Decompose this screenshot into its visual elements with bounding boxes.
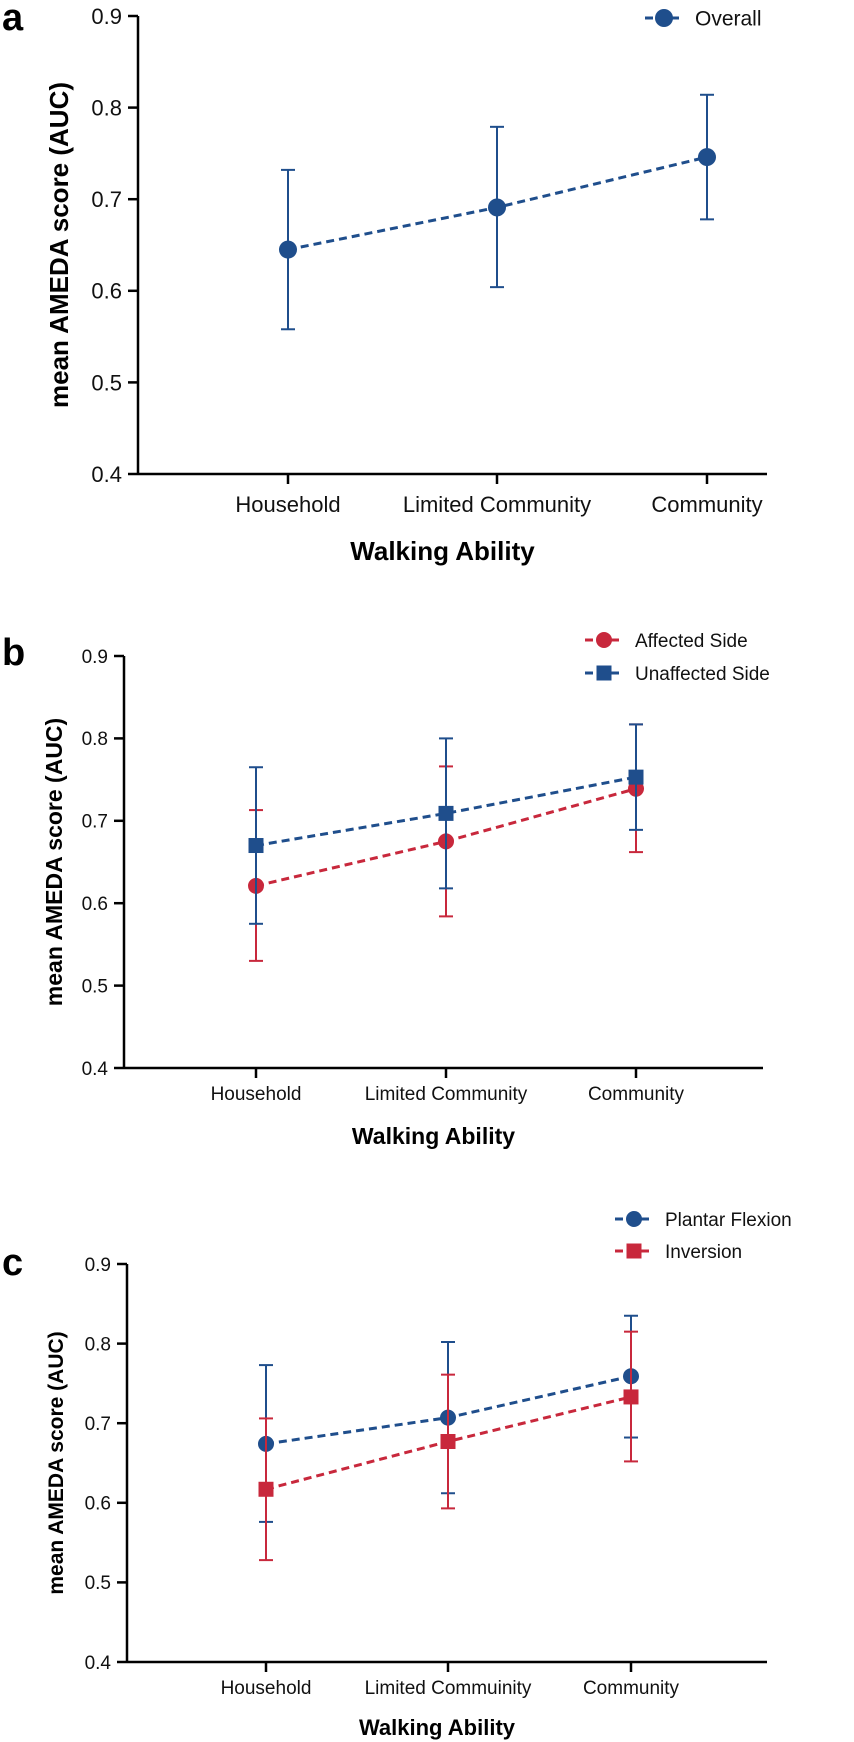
y-tick-label: 0.6 (82, 894, 108, 915)
x-tick-label: Community (651, 492, 762, 517)
x-tick-label: Limited Community (403, 492, 591, 517)
data-point-inversion (623, 1389, 639, 1405)
x-tick-label: Community (583, 1678, 680, 1699)
legend-item-inversion: Inversion (615, 1242, 742, 1263)
legend-marker (626, 1243, 642, 1259)
y-tick-label: 0.6 (85, 1494, 111, 1515)
x-tick-label: Community (588, 1084, 685, 1105)
data-point-unaffected-side (248, 838, 264, 854)
legend-item-unaffected-side: Unaffected Side (585, 664, 770, 685)
data-point-overall (698, 148, 716, 167)
chart-panel-a: 0.4 0.5 0.6 0.7 0.8 0.9 Household Limited Commu… (44, 4, 767, 566)
chart-panel-c: 0.4 0.5 0.6 0.7 0.8 0.9 Household Limited Commu… (45, 1210, 792, 1740)
y-axis-title: mean AMEDA score (AUC) (41, 718, 67, 1006)
panel-label-b: b (2, 632, 25, 674)
legend-marker (596, 632, 612, 648)
y-tick-label: 0.5 (91, 370, 122, 395)
y-tick-label: 0.9 (91, 4, 122, 29)
legend-marker (655, 9, 673, 27)
x-tick-label: Household (211, 1084, 302, 1105)
legend-item-affected-side: Affected Side (585, 631, 748, 652)
legend-label: Affected Side (635, 631, 748, 652)
data-point-overall (488, 198, 506, 217)
series-unaffected-side (248, 723, 644, 925)
panel-label-a: a (2, 0, 24, 39)
legend-label: Inversion (665, 1242, 742, 1263)
y-tick-label: 0.5 (82, 976, 108, 997)
y-tick-label: 0.4 (85, 1653, 112, 1674)
y-tick-label: 0.7 (85, 1414, 111, 1435)
legend-label: Plantar Flexion (665, 1210, 792, 1231)
y-tick-label: 0.5 (85, 1573, 111, 1594)
legend-label: Unaffected Side (635, 664, 770, 685)
y-tick-label: 0.8 (91, 96, 122, 121)
y-tick-label: 0.4 (91, 462, 122, 487)
y-tick-label: 0.7 (82, 812, 108, 833)
y-tick-label: 0.8 (82, 729, 108, 750)
x-axis-title: Walking Ability (359, 1715, 516, 1740)
legend-label: Overall (695, 8, 762, 31)
legend-item-plantar-flexion: Plantar Flexion (615, 1210, 792, 1231)
y-tick-label: 0.7 (91, 187, 122, 212)
x-tick-label: Limited Commuinity (365, 1678, 532, 1699)
x-tick-label: Limited Community (365, 1084, 528, 1105)
y-axis-title: mean AMEDA score (AUC) (44, 82, 74, 408)
x-tick-label: Household (235, 492, 340, 517)
y-tick-label: 0.9 (85, 1255, 111, 1276)
data-point-overall (279, 240, 297, 259)
y-tick-label: 0.8 (85, 1334, 111, 1355)
x-axis-title: Walking Ability (352, 1123, 515, 1149)
x-axis-title: Walking Ability (350, 536, 535, 566)
y-tick-label: 0.6 (91, 279, 122, 304)
chart-panel-b: 0.4 0.5 0.6 0.7 0.8 0.9 Household Limited Commu… (41, 631, 770, 1149)
y-tick-label: 0.4 (82, 1059, 109, 1080)
series-overall (279, 93, 716, 331)
data-point-inversion (258, 1481, 274, 1497)
panel-label-c: c (2, 1242, 23, 1284)
data-point-inversion (440, 1434, 456, 1450)
series-inversion (258, 1330, 639, 1562)
legend-item-overall: Overall (645, 8, 762, 31)
legend-marker (596, 665, 612, 681)
data-point-unaffected-side (628, 769, 644, 785)
data-point-unaffected-side (438, 805, 454, 821)
legend-marker (626, 1211, 642, 1227)
y-axis-title: mean AMEDA score (AUC) (45, 1331, 68, 1594)
y-tick-label: 0.9 (82, 647, 108, 668)
x-tick-label: Household (221, 1678, 312, 1699)
